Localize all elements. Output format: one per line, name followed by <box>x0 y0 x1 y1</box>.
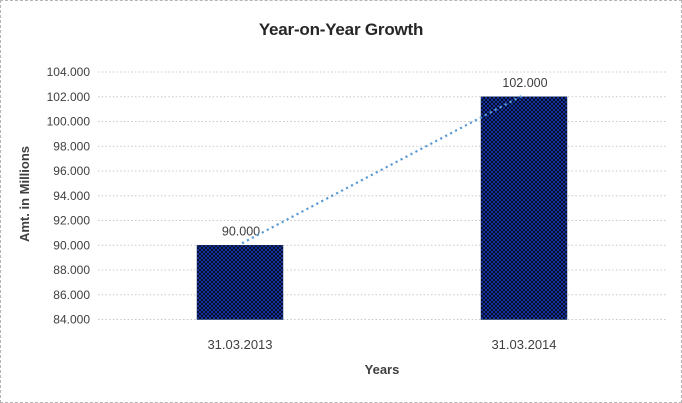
y-tick-label: 90.000 <box>53 238 90 252</box>
x-axis-title: Years <box>364 362 400 377</box>
y-tick-label: 98.000 <box>53 139 90 153</box>
y-tick-label: 88.000 <box>53 263 90 277</box>
bar-31.03.2014 <box>480 96 568 320</box>
y-tick-label: 96.000 <box>53 164 90 178</box>
bar-31.03.2013 <box>196 245 284 320</box>
chart-title: Year-on-Year Growth <box>258 20 424 39</box>
y-tick-label: 86.000 <box>53 288 90 302</box>
y-tick-label: 94.000 <box>53 189 90 203</box>
y-tick-label: 104.000 <box>47 65 91 79</box>
y-tick-label: 92.000 <box>53 214 90 228</box>
x-tick-label: 31.03.2014 <box>491 337 556 352</box>
data-label: 102.000 <box>502 76 547 90</box>
y-tick-label: 102.000 <box>47 90 91 104</box>
x-tick-label: 31.03.2013 <box>207 337 272 352</box>
data-label: 90.000 <box>222 224 260 238</box>
y-tick-label: 84.000 <box>53 313 90 327</box>
y-tick-label: 100.000 <box>47 115 91 129</box>
